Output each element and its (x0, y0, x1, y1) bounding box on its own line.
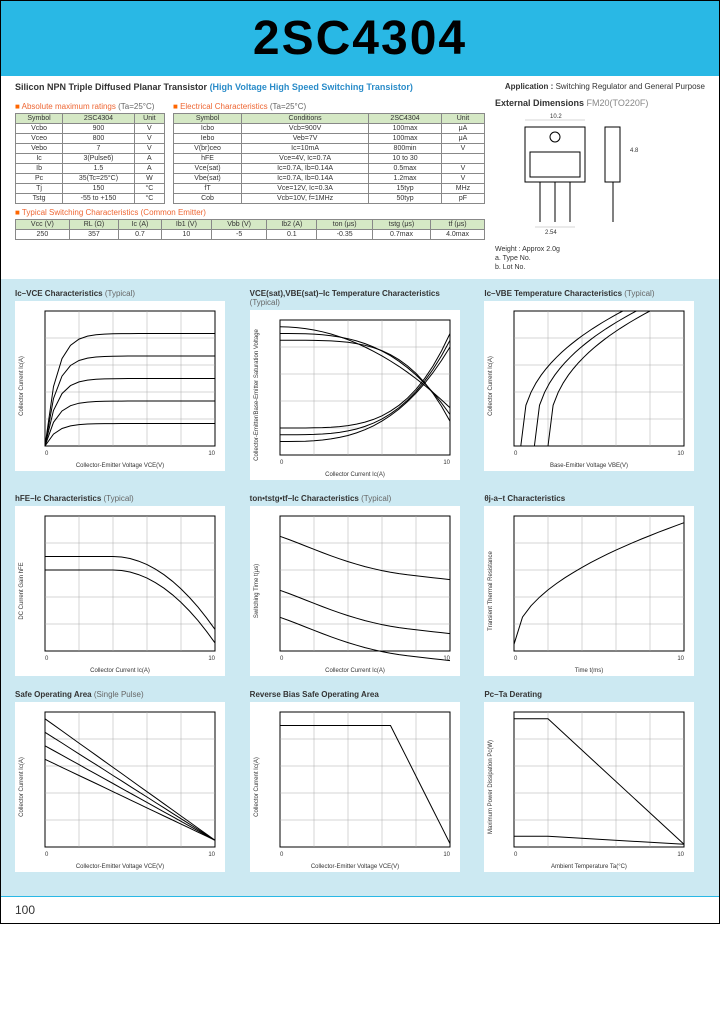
abs-ratings-title: Absolute maximum ratings (Ta=25°C) (15, 102, 165, 111)
application: Application : Switching Regulator and Ge… (505, 82, 705, 92)
svg-text:10: 10 (443, 656, 450, 662)
svg-text:10: 10 (678, 656, 685, 662)
page-number: 100 (1, 896, 719, 923)
dimensions-title: External Dimensions FM20(TO220F) (495, 98, 705, 108)
chart-5: θj-a–t Characteristics Time t(ms)Transie… (484, 494, 705, 676)
svg-text:Collector-Emitter Voltage VCE(: Collector-Emitter Voltage VCE(V) (76, 864, 164, 870)
svg-text:10: 10 (208, 852, 215, 858)
title-bar: 2SC4304 (1, 1, 719, 76)
svg-text:Transient Thermal Resistance: Transient Thermal Resistance (488, 550, 494, 630)
datasheet-page: 2SC4304 Silicon NPN Triple Diffused Plan… (0, 0, 720, 924)
svg-text:Ambient Temperature Ta(°C): Ambient Temperature Ta(°C) (551, 864, 627, 870)
svg-text:10: 10 (208, 451, 215, 457)
elec-char-title: Electrical Characteristics (Ta=25°C) (173, 102, 485, 111)
svg-text:Collector-Emitter Voltage VCE(: Collector-Emitter Voltage VCE(V) (76, 463, 164, 469)
header-row: Silicon NPN Triple Diffused Planar Trans… (1, 76, 719, 94)
svg-text:Collector Current Ic(A): Collector Current Ic(A) (90, 668, 150, 674)
elec-char-block: Electrical Characteristics (Ta=25°C) Sym… (173, 98, 485, 204)
svg-text:10: 10 (443, 852, 450, 858)
chart-0: Ic–VCE Characteristics (Typical)Collecto… (15, 289, 236, 480)
part-number: 2SC4304 (1, 11, 719, 66)
svg-text:2.54: 2.54 (545, 230, 557, 236)
svg-text:Time t(ms): Time t(ms) (575, 668, 603, 674)
svg-text:0: 0 (280, 852, 284, 858)
chart-7: Reverse Bias Safe Operating Area Collect… (250, 690, 471, 872)
svg-text:10: 10 (678, 852, 685, 858)
svg-text:Base-Emitter Voltage VBE(V): Base-Emitter Voltage VBE(V) (550, 463, 628, 469)
svg-text:Collector-Emitter Voltage VCE(: Collector-Emitter Voltage VCE(V) (310, 864, 398, 870)
svg-text:Collector Current Ic(A): Collector Current Ic(A) (488, 356, 494, 416)
svg-text:Maximum Power Dissipation Pc(W: Maximum Power Dissipation Pc(W) (488, 740, 494, 834)
svg-text:Collector Current Ic(A): Collector Current Ic(A) (19, 757, 25, 817)
dimensions-block: External Dimensions FM20(TO220F) 10.2 4.… (495, 98, 705, 271)
svg-text:Collector Current Ic(A): Collector Current Ic(A) (325, 668, 385, 674)
svg-text:10: 10 (208, 656, 215, 662)
abs-ratings-table: Symbol2SC4304UnitVcbo900VVceo800VVebo7VI… (15, 113, 165, 204)
svg-text:0: 0 (280, 460, 284, 466)
svg-text:0: 0 (45, 451, 49, 457)
package-drawing: 10.2 4.8 2.54 (495, 112, 695, 242)
svg-text:Switching Time t(μs): Switching Time t(μs) (254, 564, 260, 618)
svg-text:Collector-Emitter/Base-Emitter: Collector-Emitter/Base-Emitter Saturatio… (254, 328, 260, 460)
chart-1: VCE(sat),VBE(sat)–Ic Temperature Charact… (250, 289, 471, 480)
abs-ratings-block: Absolute maximum ratings (Ta=25°C) Symbo… (15, 98, 165, 204)
chart-6: Safe Operating Area (Single Pulse)Collec… (15, 690, 236, 872)
svg-text:10.2: 10.2 (550, 114, 562, 120)
chart-2: Ic–VBE Temperature Characteristics (Typi… (484, 289, 705, 480)
svg-text:10: 10 (678, 451, 685, 457)
svg-text:Collector Current Ic(A): Collector Current Ic(A) (325, 472, 385, 478)
svg-text:10: 10 (443, 460, 450, 466)
weight-note: Weight : Approx 2.0g (495, 246, 705, 253)
svg-text:0: 0 (514, 852, 518, 858)
switching-table: Vcc (V)RL (Ω)Ic (A)Ib1 (V)Vbb (V)Ib2 (A)… (15, 219, 485, 240)
chart-4: ton•tstg•tf–Ic Characteristics (Typical)… (250, 494, 471, 676)
svg-text:0: 0 (45, 852, 49, 858)
elec-char-table: SymbolConditions2SC4304UnitIcboVcb=900V1… (173, 113, 485, 204)
svg-text:0: 0 (45, 656, 49, 662)
tables-column: Absolute maximum ratings (Ta=25°C) Symbo… (15, 98, 485, 271)
svg-text:Collector Current Ic(A): Collector Current Ic(A) (19, 356, 25, 416)
svg-text:0: 0 (280, 656, 284, 662)
switching-title: Typical Switching Characteristics (Commo… (15, 208, 485, 217)
charts-section: Ic–VCE Characteristics (Typical)Collecto… (1, 279, 719, 896)
chart-3: hFE–Ic Characteristics (Typical)Collecto… (15, 494, 236, 676)
svg-text:0: 0 (514, 656, 518, 662)
svg-text:4.8: 4.8 (630, 148, 639, 154)
chart-8: Pc–Ta Derating Ambient Temperature Ta(°C… (484, 690, 705, 872)
description: Silicon NPN Triple Diffused Planar Trans… (15, 82, 413, 92)
svg-text:0: 0 (514, 451, 518, 457)
svg-text:DC Current Gain hFE: DC Current Gain hFE (19, 562, 25, 619)
top-section: Absolute maximum ratings (Ta=25°C) Symbo… (1, 94, 719, 279)
svg-text:Collector Current Ic(A): Collector Current Ic(A) (254, 757, 260, 817)
